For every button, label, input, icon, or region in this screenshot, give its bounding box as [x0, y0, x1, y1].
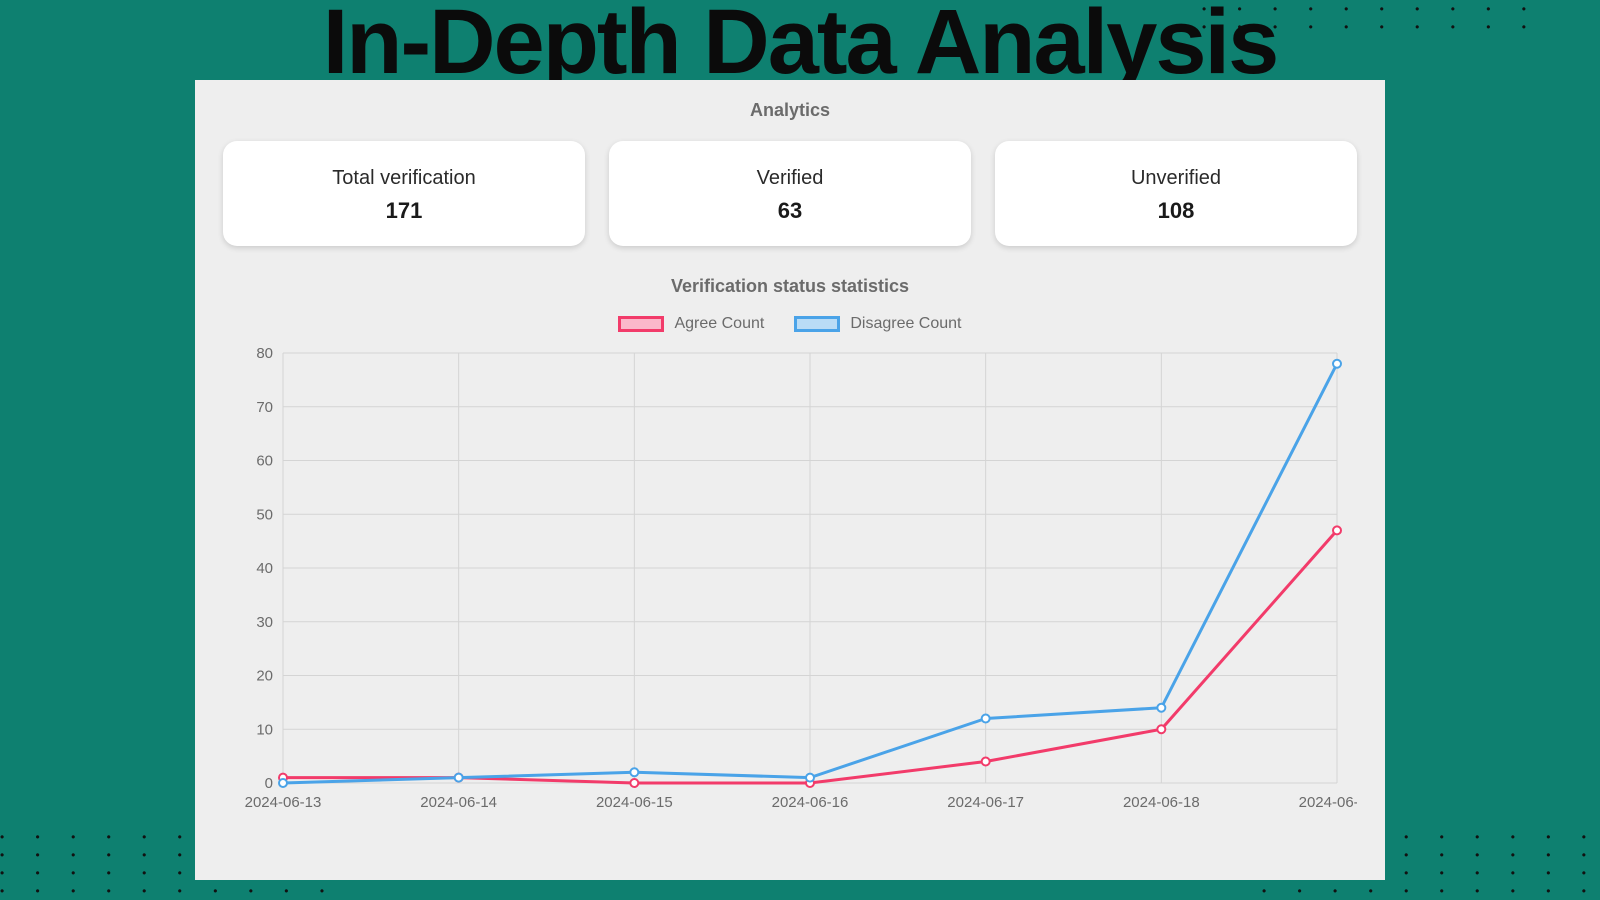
svg-text:2024-06-19: 2024-06-19 — [1299, 794, 1357, 811]
card-label: Total verification — [233, 167, 575, 190]
line-chart: 0 10 20 30 40 50 60 70 80 2024-06-13 2024-06-14 202… — [223, 343, 1357, 823]
card-value: 108 — [1005, 198, 1347, 224]
legend-label: Agree Count — [674, 315, 764, 333]
summary-cards: Total verification 171 Verified 63 Unver… — [223, 141, 1357, 246]
panel-title: Analytics — [223, 100, 1357, 121]
svg-text:70: 70 — [256, 399, 273, 416]
svg-text:60: 60 — [256, 453, 273, 470]
svg-text:2024-06-16: 2024-06-16 — [772, 794, 849, 811]
svg-text:10: 10 — [256, 721, 273, 738]
card-verified: Verified 63 — [609, 141, 971, 246]
card-total-verification: Total verification 171 — [223, 141, 585, 246]
svg-text:2024-06-14: 2024-06-14 — [420, 794, 497, 811]
svg-text:0: 0 — [265, 775, 273, 792]
card-label: Unverified — [1005, 167, 1347, 190]
svg-text:40: 40 — [256, 560, 273, 577]
card-value: 171 — [233, 198, 575, 224]
analytics-panel: Analytics Total verification 171 Verifie… — [195, 80, 1385, 880]
legend-item-agree[interactable]: Agree Count — [618, 315, 764, 333]
card-value: 63 — [619, 198, 961, 224]
card-label: Verified — [619, 167, 961, 190]
chart-area: 0 10 20 30 40 50 60 70 80 2024-06-13 2024-06-14 202… — [223, 343, 1357, 823]
svg-text:2024-06-15: 2024-06-15 — [596, 794, 673, 811]
card-unverified: Unverified 108 — [995, 141, 1357, 246]
svg-text:30: 30 — [256, 614, 273, 631]
svg-text:20: 20 — [256, 668, 273, 685]
legend-swatch-disagree — [794, 316, 840, 332]
svg-text:80: 80 — [256, 345, 273, 362]
chart-legend: Agree Count Disagree Count — [223, 315, 1357, 333]
svg-text:2024-06-17: 2024-06-17 — [947, 794, 1024, 811]
legend-swatch-agree — [618, 316, 664, 332]
legend-label: Disagree Count — [850, 315, 961, 333]
svg-text:2024-06-18: 2024-06-18 — [1123, 794, 1200, 811]
svg-text:2024-06-13: 2024-06-13 — [245, 794, 322, 811]
legend-item-disagree[interactable]: Disagree Count — [794, 315, 961, 333]
svg-text:50: 50 — [256, 506, 273, 523]
chart-title: Verification status statistics — [223, 276, 1357, 297]
